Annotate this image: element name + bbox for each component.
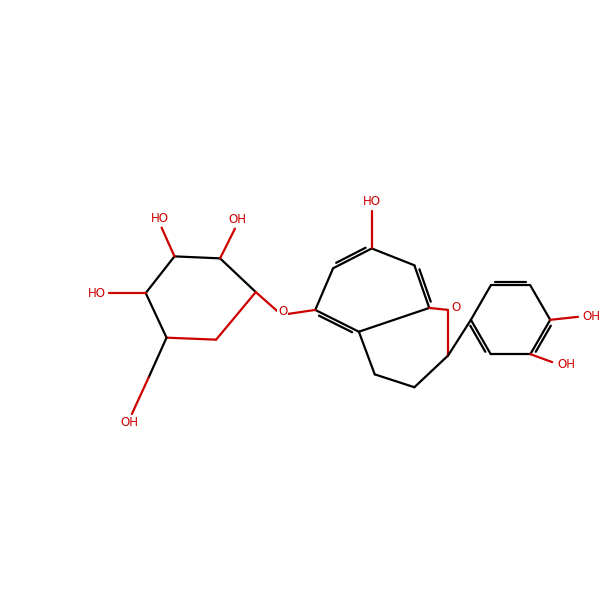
- Text: HO: HO: [363, 196, 381, 208]
- Text: HO: HO: [88, 287, 106, 299]
- Text: OH: OH: [557, 358, 575, 371]
- Text: OH: OH: [583, 310, 600, 323]
- Text: OH: OH: [228, 213, 246, 226]
- Text: OH: OH: [121, 416, 139, 430]
- Text: O: O: [278, 305, 287, 319]
- Text: HO: HO: [151, 212, 169, 225]
- Text: O: O: [451, 301, 461, 314]
